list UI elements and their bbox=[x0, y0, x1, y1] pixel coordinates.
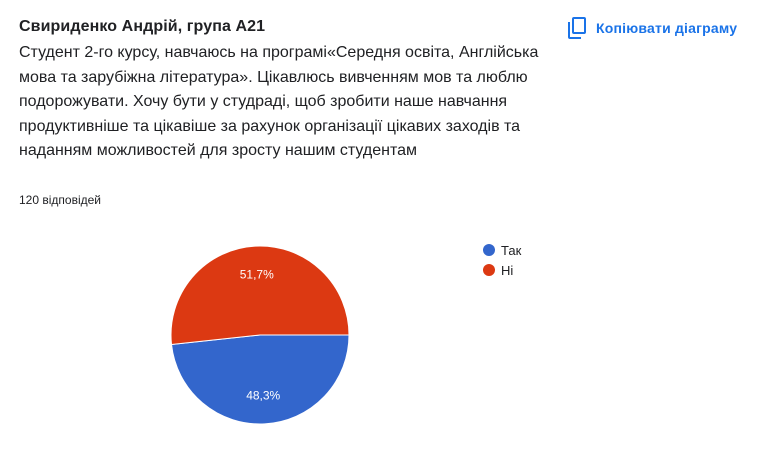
pie-chart: 48,3% 51,7% bbox=[170, 245, 350, 425]
legend-item-yes: Так bbox=[483, 240, 521, 260]
legend-label-no: Ні bbox=[501, 262, 514, 278]
legend-swatch-no bbox=[483, 264, 495, 276]
chart-legend: Так Ні bbox=[483, 240, 521, 280]
copy-icon bbox=[568, 17, 586, 39]
legend-label-yes: Так bbox=[501, 242, 522, 258]
response-count: 120 відповідей bbox=[19, 193, 101, 207]
legend-item-no: Ні bbox=[483, 260, 521, 280]
pie-label-no: 51,7% bbox=[240, 268, 274, 282]
question-description: Студент 2-го курсу, навчаюсь на програмі… bbox=[19, 44, 539, 159]
copy-chart-label: Копіювати діаграму bbox=[596, 20, 738, 36]
copy-chart-button[interactable]: Копіювати діаграму bbox=[564, 14, 741, 42]
question-title: Свириденко Андрій, група А21 bbox=[19, 18, 266, 35]
pie-label-yes: 48,3% bbox=[246, 388, 280, 402]
pie-slice-no bbox=[170, 245, 350, 346]
pie-slice-yes bbox=[170, 334, 350, 425]
legend-swatch-yes bbox=[483, 244, 495, 256]
